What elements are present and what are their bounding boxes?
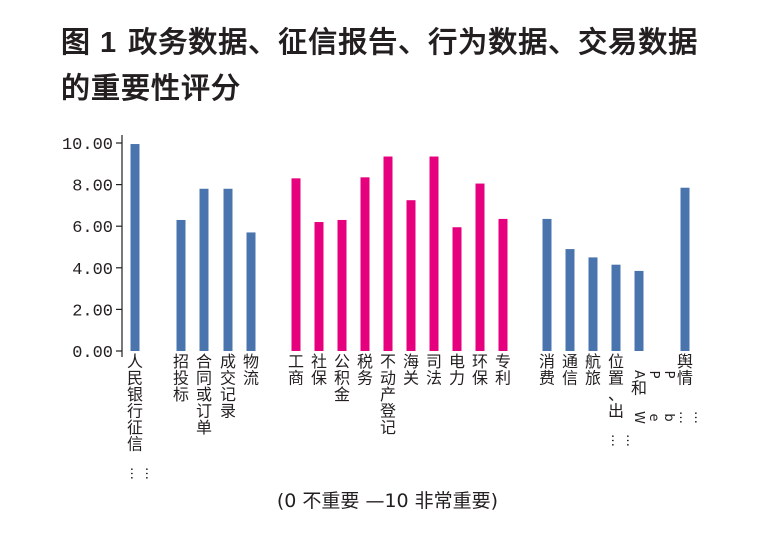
bar (634, 270, 644, 351)
bar (223, 188, 233, 351)
x-tick-label: 海关 (403, 352, 419, 388)
bar (176, 219, 186, 351)
x-tick-label: 航旅 (585, 352, 601, 388)
bar (565, 249, 575, 351)
bar (406, 200, 416, 351)
y-tick-label: 10.00 (62, 136, 113, 155)
y-tick-label: 6.00 (72, 219, 113, 238)
x-tick-label: 税务 (357, 352, 373, 388)
x-tick-labels: 人民银行征信…… 招投标合同或订单成交记录物流工商社保公积金税务不动产登记海关司法… (127, 352, 706, 481)
bar (130, 144, 140, 351)
x-tick-label: 专利 (495, 352, 511, 388)
x-tick-label: 位置、出…… (608, 352, 638, 448)
x-tick-label: 工商 (288, 352, 304, 388)
bar (314, 222, 324, 351)
x-tick-label: 通信 (562, 352, 578, 388)
bar (246, 232, 256, 351)
bar (360, 177, 370, 351)
x-tick-label: 消费 (539, 352, 555, 388)
y-tick-label: 0.00 (72, 344, 113, 363)
scale-note: (0 不重要 —10 非常重要) (276, 490, 499, 512)
x-tick-label: 社保 (311, 352, 327, 388)
bar (498, 218, 508, 351)
y-tick-labels: 0.00 2.00 4.00 6.00 8.00 10.00 (62, 136, 113, 363)
axes (116, 135, 123, 357)
bar (680, 187, 690, 351)
bar (383, 156, 393, 351)
chart-title: 图 1 政务数据、征信报告、行为数据、交易数据的重要性评分 (61, 20, 701, 111)
x-tick-label: 电力 (449, 352, 465, 388)
x-tick-label: 舆情 (677, 352, 693, 388)
title-text: 政务数据、征信报告、行为数据、交易数据的重要性评分 (61, 25, 699, 105)
bar (588, 257, 598, 351)
bar (337, 219, 347, 351)
bar (542, 218, 552, 351)
x-tick-label: 成交记录 (220, 352, 236, 421)
x-tick-label: 公积金 (334, 352, 350, 404)
bar (452, 227, 462, 351)
bar (291, 178, 301, 351)
bars-group (130, 144, 690, 351)
bar (199, 188, 209, 351)
x-tick-label: 不动产登记 (380, 352, 396, 437)
figure-number: 图 1 (61, 27, 118, 59)
x-tick-label: 物流 (243, 352, 259, 388)
x-tick-label: 人民银行征信…… (127, 352, 157, 481)
y-tick-label: 2.00 (72, 302, 113, 321)
y-tick-label: 4.00 (72, 261, 113, 280)
x-tick-label: 司法 (426, 352, 442, 388)
bar (475, 183, 485, 351)
x-tick-label: 环保 (472, 352, 488, 388)
x-tick-label: APP 和 Web…… (631, 367, 706, 425)
x-tick-label: 招投标 (173, 352, 189, 404)
bar (429, 156, 439, 351)
x-tick-label: 合同或订单 (196, 352, 212, 437)
bar (611, 264, 621, 351)
y-tick-label: 8.00 (72, 178, 113, 197)
